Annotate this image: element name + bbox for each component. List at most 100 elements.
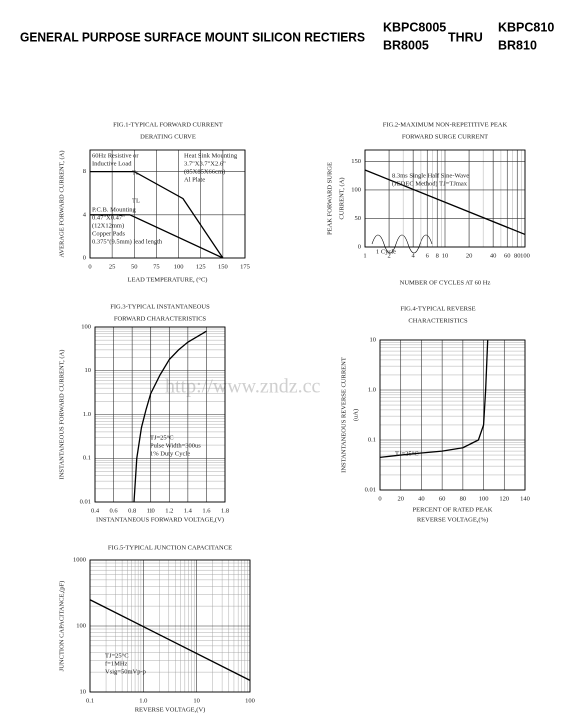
x-tick-label: 60 [504,252,511,259]
y-tick-label: 100 [76,622,86,629]
y-axis-label: (uA) [352,409,359,421]
x-tick-label: 1 [363,252,366,259]
x-tick-label: 80 [514,252,521,259]
y-axis-label: INSTANTANEOUS REVERSE CURRENT [340,357,347,473]
y-tick-label: 100 [351,186,361,193]
x-tick-label: 10 [193,697,200,704]
data-line [364,169,526,236]
annotation: TJ=25°C [105,652,129,659]
y-tick-label: 1.0 [83,411,91,418]
part-number: BR810 [498,38,537,52]
y-tick-label: 10 [85,367,92,374]
thru-label: THRU [448,30,483,44]
data-line [90,170,224,259]
chart-title: DERATING CURVE [140,133,196,140]
x-tick-label: 20 [397,495,404,502]
x-tick-label: 80 [460,495,467,502]
part-number: KBPC8005 [383,20,446,34]
x-tick-label: 1.0 [147,507,155,514]
x-tick-label: 10 [442,252,449,259]
y-tick-label: 0.1 [368,436,376,443]
y-tick-label: 0.01 [365,486,376,493]
annotation: 0.375"(9.5mm) lead length [92,238,163,245]
annotation: TJ=25°C [395,450,419,457]
chart: FIG.3-TYPICAL INSTANTANEOUS FORWARD CHARA… [58,303,229,523]
annotation: (85X85X66cm) [184,168,225,175]
x-tick-label: 1.2 [165,507,173,514]
y-axis-label: AVERAGE FORWARD CURRENT, (A) [58,150,65,257]
x-tick-label: 20 [466,252,473,259]
x-tick-label: 75 [153,263,160,270]
data-line [133,330,207,503]
annotation: 8.3ms Single Half Sine-Wave [392,172,469,179]
chart-title: FIG.4-TYPICAL REVERSE [400,305,475,312]
x-tick-label: 1.4 [184,507,193,514]
x-tick-label: 0.6 [110,507,119,514]
y-tick-label: 0 [83,254,86,261]
chart-title: FIG.5-TYPICAL JUNCTION CAPACITANCE [108,544,232,551]
y-tick-label: 0.1 [83,455,91,462]
x-tick-label: 8 [436,252,439,259]
x-axis-label: PERCENT OF RATED PEAK [413,506,493,513]
chart: FIG.1-TYPICAL FORWARD CURRENT DERATING CU… [58,121,249,283]
y-axis-label: JUNCTION CAPACITANCE,(pF) [58,581,65,672]
y-tick-label: 50 [355,215,362,222]
annotation: 1 Cycle [376,248,396,255]
annotation: Al Plate [184,176,205,183]
data-line [89,599,251,681]
x-tick-label: 150 [218,263,228,270]
y-tick-label: 10 [80,688,87,695]
y-tick-label: 150 [351,158,361,165]
annotation: f=1MHz [105,660,128,667]
x-axis-label: LEAD TEMPERATURE, (°C) [128,276,208,283]
y-tick-label: 8 [83,168,86,175]
x-tick-label: 100 [520,252,530,259]
part-number: KBPC810 [498,20,554,34]
x-axis-label: REVERSE VOLTAGE,(V) [135,706,206,713]
y-tick-label: 0 [358,243,361,250]
y-axis-label: CURRENT, (A) [338,177,345,219]
y-axis-label: PEAK FORWARD SURGE [326,162,333,235]
x-tick-label: 4 [412,252,416,259]
page-title: GENERAL PURPOSE SURFACE MOUNT SILICON RE… [20,30,365,44]
y-tick-label: 100 [81,323,91,330]
data-line [90,214,224,259]
chart: FIG.4-TYPICAL REVERSE CHARACTERISTICS 0 20 4… [340,305,529,523]
annotation: 60Hz Resistive or [92,152,139,159]
plot-frame [89,149,246,259]
plot-frame [364,149,526,248]
annotation: P.C.B. Mounting [92,206,136,213]
x-axis-label: NUMBER OF CYCLES AT 60 Hz [400,279,491,286]
chart: FIG.2-MAXIMUM NON-REPETITIVE PEAK FORWARD… [326,121,529,286]
chart-title: FORWARD CHARACTERISTICS [114,315,207,322]
chart-title: FORWARD SURGE CURRENT [402,133,488,140]
part-number: BR8005 [383,38,429,52]
chart-title: CHARACTERISTICS [408,317,468,324]
x-tick-label: 25 [109,263,116,270]
x-tick-label: 100 [245,697,255,704]
y-tick-label: 4 [83,211,87,218]
y-tick-label: 0.01 [80,498,91,505]
annotation: (12X12mm) [92,222,124,229]
annotation: 3.7"X3.7"X2.6" [184,160,226,167]
annotation: TJ=25°C [150,434,174,441]
x-axis-label: REVERSE VOLTAGE,(%) [417,516,488,523]
x-tick-label: 120 [499,495,509,502]
annotation: Heat Sink Mounting [184,152,238,159]
x-tick-label: 40 [490,252,497,259]
x-tick-label: 140 [520,495,530,502]
y-axis-label: INSTANTANEOUS FORWARD CURRENT, (A) [58,350,65,480]
x-tick-label: 6 [426,252,430,259]
watermark: http://www.zndz.cc [165,376,320,398]
y-tick-label: 1000 [73,556,86,563]
x-tick-label: 100 [174,263,184,270]
annotation: Pulse Width=300us [150,442,201,449]
chart-title: FIG.1-TYPICAL FORWARD CURRENT [113,121,223,128]
plot-frame [379,339,526,491]
x-tick-label: 0.1 [86,697,94,704]
annotation: Vsig=50mVp-p [105,668,146,675]
y-tick-label: 1.0 [368,386,376,393]
annotation: TL [132,197,140,204]
x-axis-label: INSTANTANEOUS FORWARD VOLTAGE,(V) [96,516,224,523]
